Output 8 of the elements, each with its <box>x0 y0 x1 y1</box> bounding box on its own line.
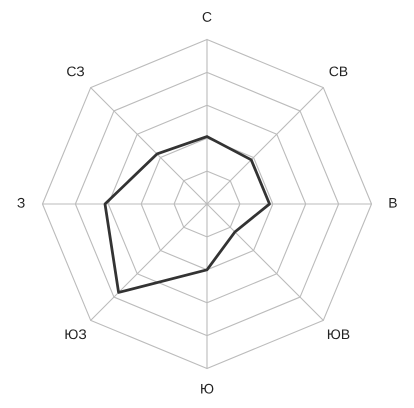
spoke-label: С <box>202 12 212 22</box>
spoke-label: Ю <box>201 384 214 394</box>
spoke-label: ЮВ <box>328 329 350 340</box>
spoke-label: СЗ <box>67 66 84 76</box>
spoke-label: СВ <box>330 66 348 76</box>
spoke-label: З <box>17 198 25 208</box>
spoke-label: ЮЗ <box>65 329 86 340</box>
spoke-label: В <box>389 198 397 208</box>
